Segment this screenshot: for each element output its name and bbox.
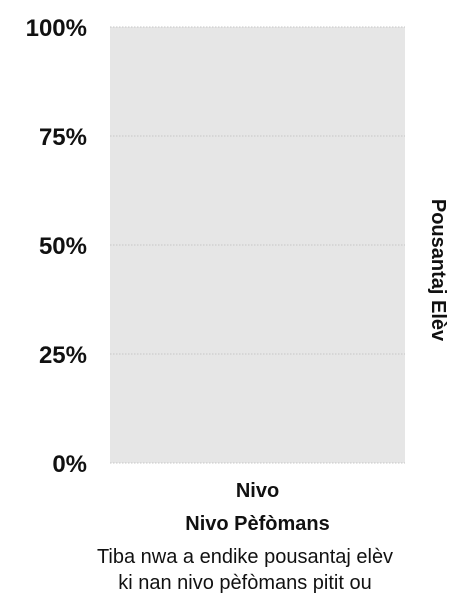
y-tick-label-75: 75% (39, 124, 87, 151)
y-tick-label-25: 25% (39, 342, 87, 369)
y-tick-label-50: 50% (39, 233, 87, 260)
x-axis-label-line-1: Nivo (236, 480, 279, 502)
y-tick-label-0: 0% (52, 451, 87, 478)
gridlines (110, 26, 405, 464)
x-axis-label-line-2: Nivo Pèfòmans (185, 513, 329, 535)
chart-caption: Tiba nwa a endike pousantaj elèv ki nan … (60, 544, 430, 596)
caption-line-1: Tiba nwa a endike pousantaj elèv (96, 546, 394, 568)
y-axis-label: Pousantaj Elèv (427, 199, 449, 342)
y-tick-label-100: 100% (26, 15, 87, 42)
caption-line-2: ki nan nivo pèfòmans pitit ou (118, 572, 372, 594)
y-axis-ticks: 0% 25% 50% 75% 100% (26, 15, 87, 478)
